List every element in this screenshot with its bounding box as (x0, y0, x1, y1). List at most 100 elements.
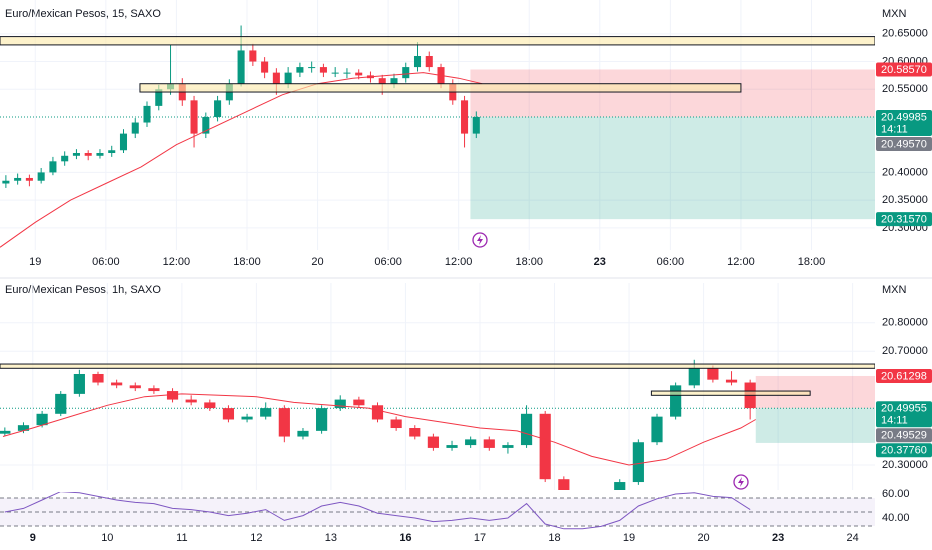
rsi-tick-label: 60.00 (882, 488, 910, 500)
candle-body (108, 150, 116, 154)
event-icon[interactable] (733, 474, 749, 490)
candle-body (55, 393, 67, 414)
rsi-tick-label: 40.00 (882, 512, 910, 524)
chart-title: Euro/Mexican Pesos, 1h, SAXO (5, 284, 161, 296)
event-icon[interactable] (472, 232, 488, 248)
candle-body (96, 153, 104, 156)
candle-body (707, 368, 719, 380)
y-tick-label: 20.30000 (882, 459, 928, 471)
zone (139, 83, 742, 93)
candle-body (413, 55, 422, 68)
candle-body (129, 385, 141, 389)
axis-label: MXN (882, 284, 907, 296)
candle-body (14, 177, 22, 181)
x-tick-label: 13 (325, 532, 337, 544)
candle-body (614, 482, 626, 490)
candle-body (17, 425, 30, 431)
x-tick-label: 23 (772, 532, 784, 544)
x-tick-label: 06:00 (657, 256, 685, 268)
candle-body (319, 67, 327, 73)
countdown-label: 14:11 (881, 123, 908, 135)
price-tag (876, 368, 932, 383)
candle-body (36, 413, 48, 426)
target-zone (755, 408, 875, 443)
candle-body (371, 405, 384, 420)
candle-body (355, 72, 363, 76)
y-tick-label: 20.80000 (882, 317, 928, 329)
candle-body (297, 430, 309, 437)
candle-body (461, 100, 469, 134)
y-tick-label: 20.65000 (882, 28, 928, 40)
candle-body (284, 72, 292, 84)
candle-body (237, 50, 245, 84)
price-tag-label: 20.58570 (881, 64, 927, 76)
candle-body (204, 402, 216, 409)
candle-body (249, 50, 257, 62)
zone (0, 363, 875, 369)
candle-body (92, 373, 104, 383)
price-tag (876, 137, 932, 152)
y-tick-label: 20.55000 (882, 83, 928, 95)
rsi-pane (4, 492, 751, 530)
y-tick-label: 20.40000 (882, 166, 928, 178)
candle-body (261, 61, 269, 73)
candle-body (316, 408, 328, 431)
moving-average (0, 72, 483, 248)
candle-body (670, 385, 682, 417)
candle-body (49, 161, 57, 173)
candle-body (483, 439, 495, 448)
candle-body (272, 72, 280, 84)
candle-body (402, 67, 410, 79)
x-tick-label: 12:00 (163, 256, 191, 268)
axis-label: MXN (882, 8, 907, 20)
price-tag-label: 20.49985 (881, 111, 927, 123)
candle-body (185, 399, 197, 403)
candle-body (425, 55, 433, 68)
x-tick-label: 06:00 (374, 256, 402, 268)
target-zone (470, 117, 875, 220)
candle-body (334, 399, 346, 409)
candle-body (260, 408, 272, 417)
price-tag-label: 20.37760 (881, 445, 927, 457)
candle-body (2, 180, 10, 184)
price-tag-label: 20.49529 (881, 430, 927, 442)
price-tag-label: 20.49570 (881, 138, 927, 150)
candle-body (390, 78, 398, 84)
candle-body (241, 416, 253, 420)
stop-zone (470, 69, 875, 118)
candle-body (343, 72, 351, 74)
candle-body (308, 67, 316, 69)
x-tick-label: 06:00 (92, 256, 120, 268)
x-tick-label: 18:00 (515, 256, 543, 268)
candle-body (353, 399, 365, 406)
price-tag-label: 20.61298 (881, 370, 927, 382)
candle-body (111, 382, 123, 386)
candle-body (25, 177, 33, 181)
x-tick-label: 10 (101, 532, 113, 544)
x-tick-label: 19 (623, 532, 635, 544)
price-tag (876, 401, 932, 428)
moving-average (2, 393, 756, 466)
candle-body (222, 408, 235, 420)
candle-body (155, 89, 163, 106)
rsi-line (4, 492, 751, 530)
plot-area (0, 283, 875, 490)
candle-body (651, 416, 663, 443)
zone (650, 390, 811, 396)
candle-body (119, 133, 128, 151)
candle-body (0, 430, 11, 434)
candle-body (465, 439, 477, 446)
x-tick-label: 18:00 (798, 256, 826, 268)
candle-body (148, 388, 160, 392)
candle-body (390, 419, 402, 429)
candle-body (214, 100, 222, 117)
y-tick-label: 20.35000 (882, 194, 928, 206)
x-tick-label: 17 (474, 532, 486, 544)
candle-body (446, 445, 458, 448)
zone (0, 36, 875, 46)
x-tick-label: 12:00 (445, 256, 473, 268)
candle-body (331, 72, 339, 74)
candle-body (520, 413, 533, 446)
x-tick-label: 20 (697, 532, 709, 544)
